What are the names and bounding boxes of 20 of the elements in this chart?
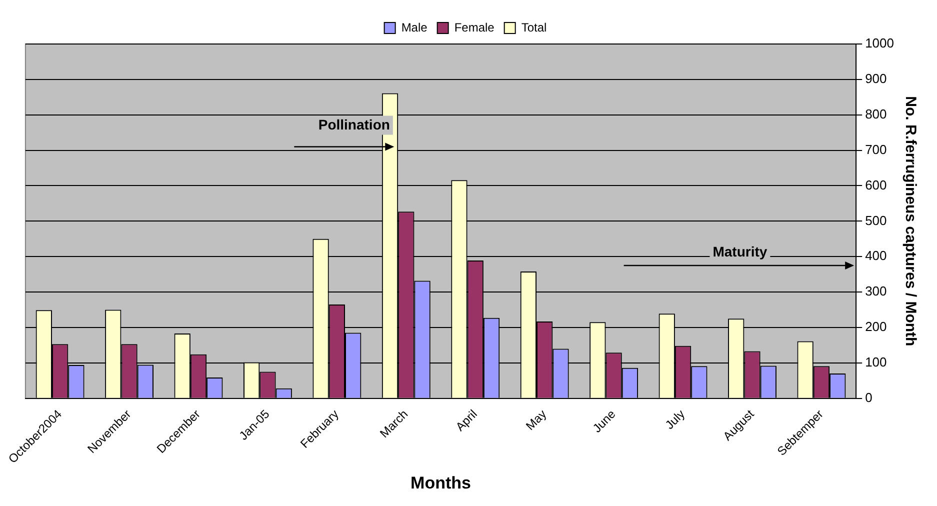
y-tick-label: 700 [865, 142, 887, 157]
y-tick-label: 0 [865, 390, 872, 405]
y-tick-label: 100 [865, 354, 887, 370]
x-axis-title: Months [410, 473, 471, 492]
y-tick-label: 800 [865, 106, 887, 122]
y-tick-label: 900 [865, 71, 887, 86]
y-tick-label: 300 [865, 284, 887, 299]
legend-label: Male [401, 20, 428, 34]
y-tick-label: 1000 [865, 36, 894, 51]
legend-label: Total [521, 20, 547, 34]
x-tick-label: May [523, 407, 550, 433]
y-tick-label: 400 [865, 248, 887, 264]
annotation: Pollination [318, 116, 390, 133]
legend-label: Female [454, 20, 495, 34]
y-tick-label: 500 [865, 212, 887, 228]
x-tick-label: July [662, 407, 688, 432]
y-axis-title: No. R.ferrugineus captures / Month [902, 96, 919, 346]
annotation: Maturity [712, 243, 768, 260]
y-tick-label: 200 [865, 319, 887, 334]
y-tick-label: 600 [865, 177, 887, 192]
